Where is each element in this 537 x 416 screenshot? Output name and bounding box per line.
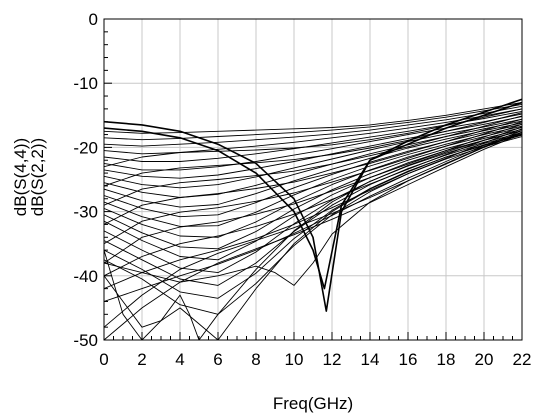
trace-32 xyxy=(104,130,522,302)
trace-24 xyxy=(104,108,522,168)
x-tick-label: 12 xyxy=(323,350,342,369)
y-tick-label: 0 xyxy=(89,10,98,29)
trace-18 xyxy=(104,132,522,274)
x-tick-label: 16 xyxy=(399,350,418,369)
trace-26 xyxy=(104,115,522,206)
trace-22 xyxy=(104,134,522,340)
x-tick-label: 2 xyxy=(137,350,146,369)
trace-3 xyxy=(104,102,522,134)
grid xyxy=(103,18,523,341)
y-tick-label: -40 xyxy=(73,267,98,286)
x-tick-label: 14 xyxy=(361,350,380,369)
x-tick-label: 4 xyxy=(175,350,184,369)
trace-16 xyxy=(104,128,522,250)
y-axis-label-1: dB(S(4,4)) xyxy=(11,138,30,216)
trace-28 xyxy=(104,121,522,245)
trace-27 xyxy=(104,118,522,225)
x-tick-label: 6 xyxy=(213,350,222,369)
trace-2 xyxy=(104,101,522,290)
y-axis-label-2: dB(S(2,2)) xyxy=(28,138,47,216)
trace-23 xyxy=(104,130,522,340)
trace-31 xyxy=(104,128,522,290)
trace-6 xyxy=(104,108,522,155)
trace-34 xyxy=(104,132,522,328)
trace-10 xyxy=(104,118,522,189)
y-tick-label: -50 xyxy=(73,331,98,350)
trace-13 xyxy=(104,123,522,218)
traces xyxy=(104,98,522,340)
x-tick-label: 8 xyxy=(251,350,260,369)
trace-17 xyxy=(104,130,522,261)
trace-12 xyxy=(104,122,522,208)
trace-33 xyxy=(104,131,522,286)
x-tick-labels: 0 2 4 6 8 10 12 14 16 18 20 22 xyxy=(99,350,531,369)
y-tick-labels: 0 -10 -20 -30 -40 -50 xyxy=(73,10,98,350)
x-tick-label: 0 xyxy=(99,350,108,369)
plot-frame xyxy=(103,18,523,341)
y-tick-label: -10 xyxy=(73,74,98,93)
x-tick-label: 20 xyxy=(475,350,494,369)
trace-5 xyxy=(104,105,522,147)
trace-19 xyxy=(104,133,522,286)
trace-29 xyxy=(104,123,522,264)
x-tick-label: 18 xyxy=(437,350,456,369)
trace-35 xyxy=(104,133,522,340)
trace-8 xyxy=(104,113,522,171)
ticks xyxy=(103,18,523,341)
y-tick-label: -30 xyxy=(73,203,98,222)
trace-21 xyxy=(104,136,522,315)
y-tick-label: -20 xyxy=(73,138,98,157)
trace-25 xyxy=(104,112,522,187)
x-axis-label: Freq(GHz) xyxy=(273,394,353,413)
x-tick-label: 22 xyxy=(513,350,532,369)
x-tick-label: 10 xyxy=(285,350,304,369)
trace-4 xyxy=(104,103,522,141)
trace-30 xyxy=(104,126,522,277)
